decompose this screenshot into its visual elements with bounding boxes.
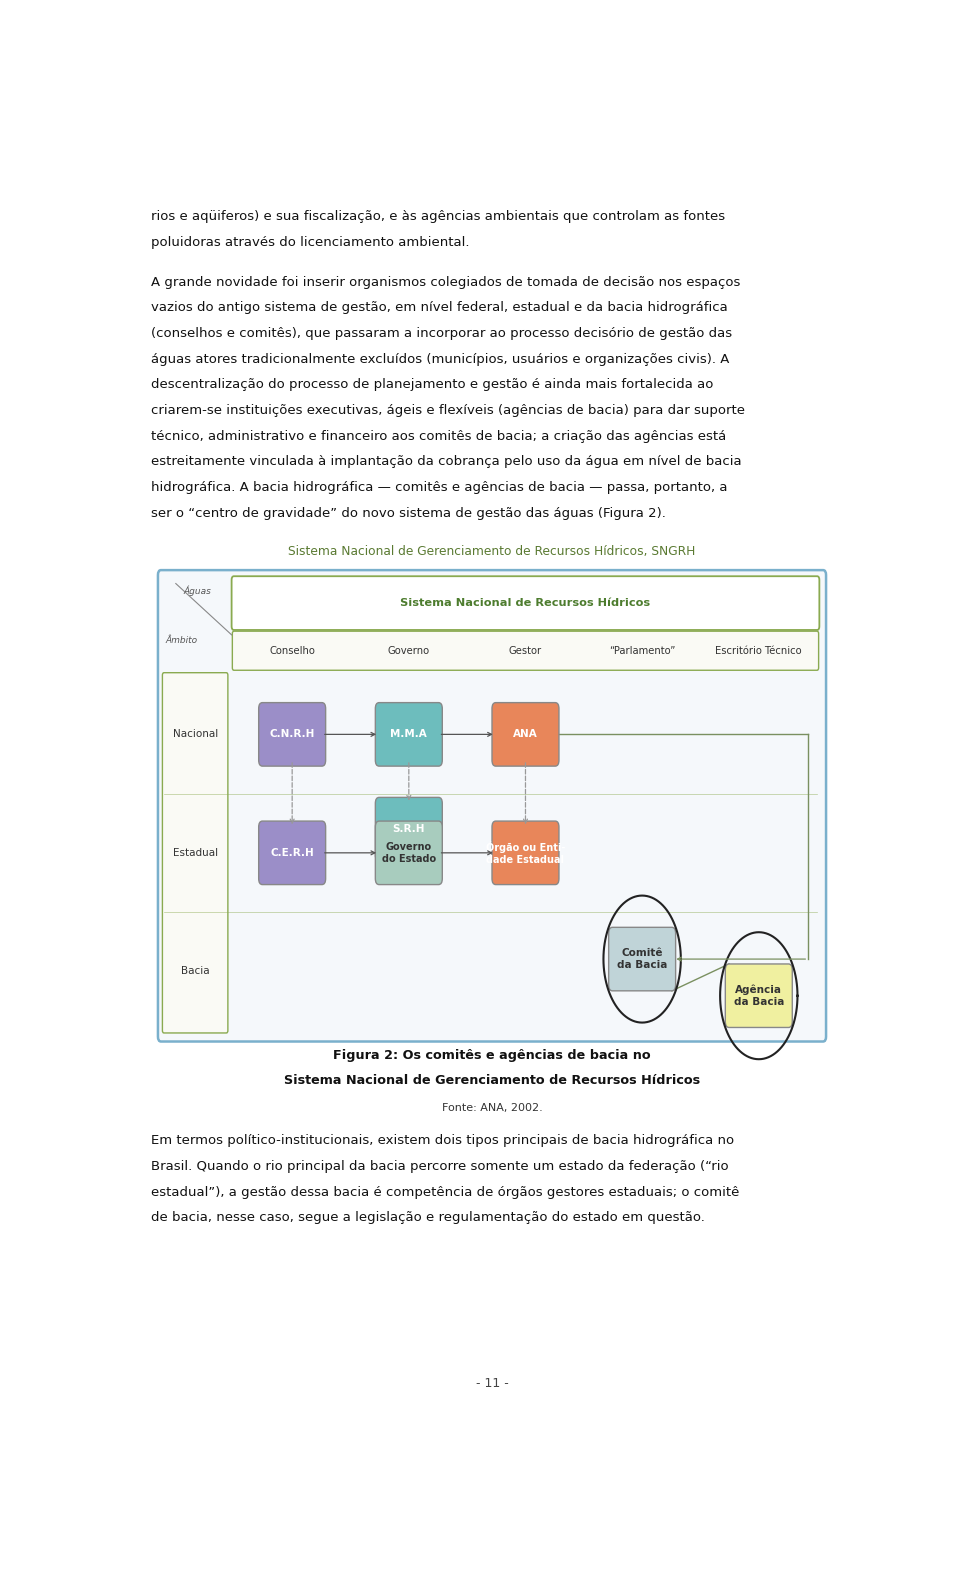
Text: - 11 -: - 11 -	[475, 1377, 509, 1389]
Text: estadual”), a gestão dessa bacia é competência de órgãos gestores estaduais; o c: estadual”), a gestão dessa bacia é compe…	[152, 1186, 739, 1199]
Text: vazios do antigo sistema de gestão, em nível federal, estadual e da bacia hidrog: vazios do antigo sistema de gestão, em n…	[152, 301, 728, 314]
Text: Nacional: Nacional	[173, 730, 218, 739]
Text: Órgão ou Enti-
dade Estadual: Órgão ou Enti- dade Estadual	[486, 841, 565, 864]
FancyBboxPatch shape	[492, 703, 559, 766]
Text: Águas: Águas	[183, 585, 211, 596]
Text: estreitamente vinculada à implantação da cobrança pelo uso da água em nível de b: estreitamente vinculada à implantação da…	[152, 455, 742, 468]
Text: (conselhos e comitês), que passaram a incorporar ao processo decisório de gestão: (conselhos e comitês), que passaram a in…	[152, 327, 732, 339]
Text: M.M.A: M.M.A	[391, 730, 427, 739]
Text: hidrográfica. A bacia hidrográfica — comitês e agências de bacia — passa, portan: hidrográfica. A bacia hidrográfica — com…	[152, 481, 728, 493]
Text: A grande novidade foi inserir organismos colegiados de tomada de decisão nos esp: A grande novidade foi inserir organismos…	[152, 276, 740, 289]
Text: “Parlamento”: “Parlamento”	[609, 646, 675, 655]
FancyBboxPatch shape	[726, 964, 792, 1028]
Text: criarem-se instituições executivas, ágeis e flexíveis (agências de bacia) para d: criarem-se instituições executivas, ágei…	[152, 404, 745, 417]
Text: Figura 2: Os comitês e agências de bacia no: Figura 2: Os comitês e agências de bacia…	[333, 1048, 651, 1063]
FancyBboxPatch shape	[375, 822, 443, 885]
Text: Fonte: ANA, 2002.: Fonte: ANA, 2002.	[442, 1102, 542, 1112]
Text: Governo: Governo	[388, 646, 430, 655]
FancyBboxPatch shape	[258, 822, 325, 885]
Text: Sistema Nacional de Gerenciamento de Recursos Hídricos, SNGRH: Sistema Nacional de Gerenciamento de Rec…	[288, 546, 696, 558]
Text: Gestor: Gestor	[509, 646, 542, 655]
Text: Comitê
da Bacia: Comitê da Bacia	[617, 948, 667, 971]
Text: poluidoras através do licenciamento ambiental.: poluidoras através do licenciamento ambi…	[152, 235, 469, 249]
Text: Bacia: Bacia	[180, 966, 209, 977]
Text: S.R.H: S.R.H	[393, 825, 425, 834]
Text: Agência
da Bacia: Agência da Bacia	[733, 985, 784, 1007]
Text: técnico, administrativo e financeiro aos comitês de bacia; a criação das agência: técnico, administrativo e financeiro aos…	[152, 430, 727, 442]
Text: descentralização do processo de planejamento e gestão é ainda mais fortalecida a: descentralização do processo de planejam…	[152, 379, 713, 392]
Text: ser o “centro de gravidade” do novo sistema de gestão das águas (Figura 2).: ser o “centro de gravidade” do novo sist…	[152, 506, 666, 520]
FancyBboxPatch shape	[158, 569, 826, 1042]
FancyBboxPatch shape	[609, 928, 676, 991]
Text: Sistema Nacional de Gerenciamento de Recursos Hídricos: Sistema Nacional de Gerenciamento de Rec…	[284, 1074, 700, 1088]
FancyBboxPatch shape	[162, 672, 228, 1032]
Text: Governo
do Estado: Governo do Estado	[382, 842, 436, 864]
Text: Em termos político-institucionais, existem dois tipos principais de bacia hidrog: Em termos político-institucionais, exist…	[152, 1134, 734, 1147]
Text: Estadual: Estadual	[173, 849, 218, 858]
Text: C.E.R.H: C.E.R.H	[271, 849, 314, 858]
Text: águas atores tradicionalmente excluídos (municípios, usuários e organizações civ: águas atores tradicionalmente excluídos …	[152, 352, 730, 366]
Text: Escritório Técnico: Escritório Técnico	[715, 646, 803, 655]
Text: Âmbito: Âmbito	[165, 636, 198, 646]
Text: Brasil. Quando o rio principal da bacia percorre somente um estado da federação : Brasil. Quando o rio principal da bacia …	[152, 1159, 729, 1174]
Text: ANA: ANA	[513, 730, 538, 739]
FancyBboxPatch shape	[232, 631, 819, 671]
FancyBboxPatch shape	[375, 798, 443, 861]
Text: Conselho: Conselho	[269, 646, 315, 655]
Text: C.N.R.H: C.N.R.H	[270, 730, 315, 739]
FancyBboxPatch shape	[231, 576, 820, 630]
Text: de bacia, nesse caso, segue a legislação e regulamentação do estado em questão.: de bacia, nesse caso, segue a legislação…	[152, 1212, 706, 1224]
Text: rios e aqüiferos) e sua fiscalização, e às agências ambientais que controlam as : rios e aqüiferos) e sua fiscalização, e …	[152, 209, 726, 224]
FancyBboxPatch shape	[492, 822, 559, 885]
FancyBboxPatch shape	[375, 703, 443, 766]
Text: Sistema Nacional de Recursos Hídricos: Sistema Nacional de Recursos Hídricos	[400, 598, 651, 607]
FancyBboxPatch shape	[258, 703, 325, 766]
